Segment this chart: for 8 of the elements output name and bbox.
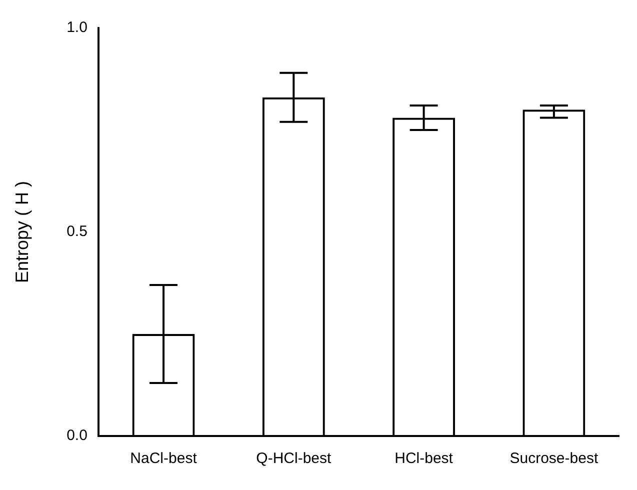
x-tick-label: HCl-best <box>394 450 454 468</box>
x-tick-label: Sucrose-best <box>510 450 599 468</box>
y-tick-label: 0.5 <box>66 223 88 240</box>
y-axis-title: Entropy ( H ) <box>12 180 32 284</box>
x-tick-label: Q-HCl-best <box>256 450 332 468</box>
y-tick-label: 1.0 <box>66 19 88 36</box>
y-tick-label: 0.0 <box>66 427 88 444</box>
x-tick-label: NaCl-best <box>130 450 198 468</box>
